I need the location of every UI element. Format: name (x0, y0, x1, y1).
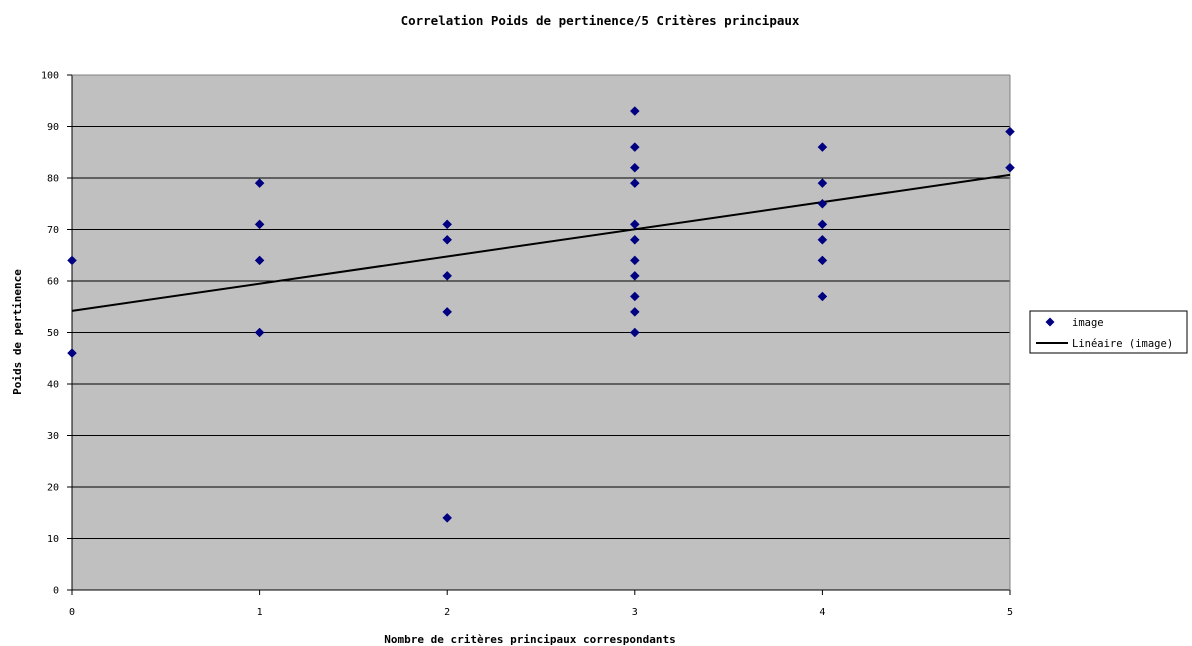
x-tick-label: 0 (69, 607, 75, 618)
data-point (254, 255, 265, 266)
data-point (817, 234, 828, 245)
data-point (67, 255, 77, 266)
data-point (817, 291, 828, 302)
x-tick-label: 2 (444, 607, 450, 618)
x-tick-label: 5 (1007, 607, 1013, 618)
y-tick-label: 0 (53, 586, 59, 597)
data-point (629, 291, 640, 302)
y-axis-ticks: 0 10 20 30 40 50 60 70 80 90 100 (41, 71, 72, 597)
data-point (629, 142, 640, 152)
y-tick-label: 70 (47, 225, 59, 236)
gridlines (72, 126, 1010, 539)
y-tick-label: 60 (47, 277, 59, 288)
legend: image Linéaire (image) (1029, 310, 1188, 354)
data-point (442, 307, 453, 317)
data-point (817, 219, 828, 230)
x-tick-label: 3 (632, 607, 638, 618)
x-axis-title: Nombre de critères principaux correspond… (384, 633, 675, 646)
legend-marker-image (1045, 317, 1055, 327)
y-tick-label: 50 (47, 328, 59, 339)
data-point (817, 178, 828, 189)
y-tick-label: 30 (47, 431, 59, 442)
trendline (71, 173, 1011, 312)
data-point (629, 234, 640, 245)
data-point (254, 178, 265, 189)
data-point (254, 327, 265, 338)
data-point (629, 162, 640, 173)
data-point (629, 307, 640, 317)
data-point (442, 234, 453, 245)
chart-title: Correlation Poids de pertinence/5 Critèr… (401, 13, 800, 28)
y-tick-label: 20 (47, 483, 59, 494)
data-point (629, 327, 640, 338)
data-point (629, 178, 640, 189)
data-point (1005, 162, 1015, 173)
data-point (629, 255, 640, 266)
data-point (629, 219, 640, 230)
series-image-points (67, 106, 1015, 523)
data-point (442, 270, 453, 281)
y-tick-label: 40 (47, 380, 59, 391)
data-point (629, 106, 640, 116)
legend-label-image: image (1072, 317, 1104, 329)
y-axis-title: Poids de pertinence (11, 269, 24, 395)
data-point (817, 198, 828, 209)
y-tick-label: 90 (47, 122, 59, 133)
y-tick-label: 80 (47, 174, 59, 185)
data-point (442, 219, 453, 230)
x-axis-ticks: 0 1 2 3 4 5 (69, 590, 1013, 618)
data-point (442, 513, 453, 523)
legend-label-trendline: Linéaire (image) (1072, 338, 1173, 350)
data-point (254, 219, 265, 230)
legend-box (1029, 310, 1188, 354)
data-point (629, 270, 640, 281)
y-tick-label: 10 (47, 534, 59, 545)
data-point (817, 142, 828, 152)
y-tick-label: 100 (41, 71, 59, 82)
data-point (817, 255, 828, 266)
x-tick-label: 1 (257, 607, 263, 618)
x-tick-label: 4 (819, 607, 825, 618)
data-point (67, 348, 77, 358)
data-point (1005, 126, 1015, 137)
